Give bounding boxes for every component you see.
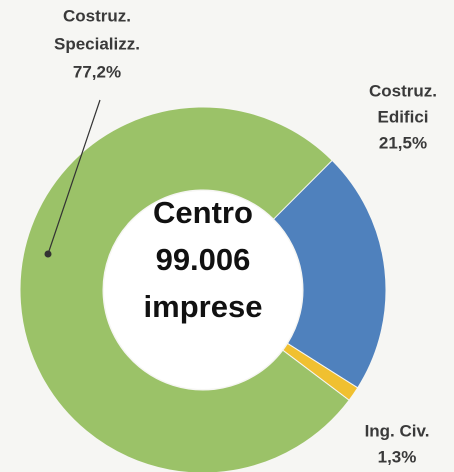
- value-label: 1,3%: [378, 447, 417, 466]
- donut-hole: [104, 191, 302, 389]
- donut-segment: [19, 106, 350, 472]
- center-text: 99.006: [156, 242, 251, 277]
- category-label: Specializz.: [54, 34, 140, 53]
- donut-segment: [282, 342, 359, 401]
- center-text: imprese: [144, 289, 263, 324]
- leader-line: [47, 99, 101, 255]
- category-label: Costruz.: [369, 81, 437, 100]
- category-label: Costruz.: [63, 6, 131, 25]
- category-label: Ing. Civ.: [365, 421, 430, 440]
- center-text: Centro: [153, 195, 253, 230]
- leader-dot: [44, 250, 52, 258]
- donut-segment: [272, 159, 387, 389]
- category-label: Edifici: [377, 107, 428, 126]
- value-label: 77,2%: [73, 62, 121, 81]
- value-label: 21,5%: [379, 133, 427, 152]
